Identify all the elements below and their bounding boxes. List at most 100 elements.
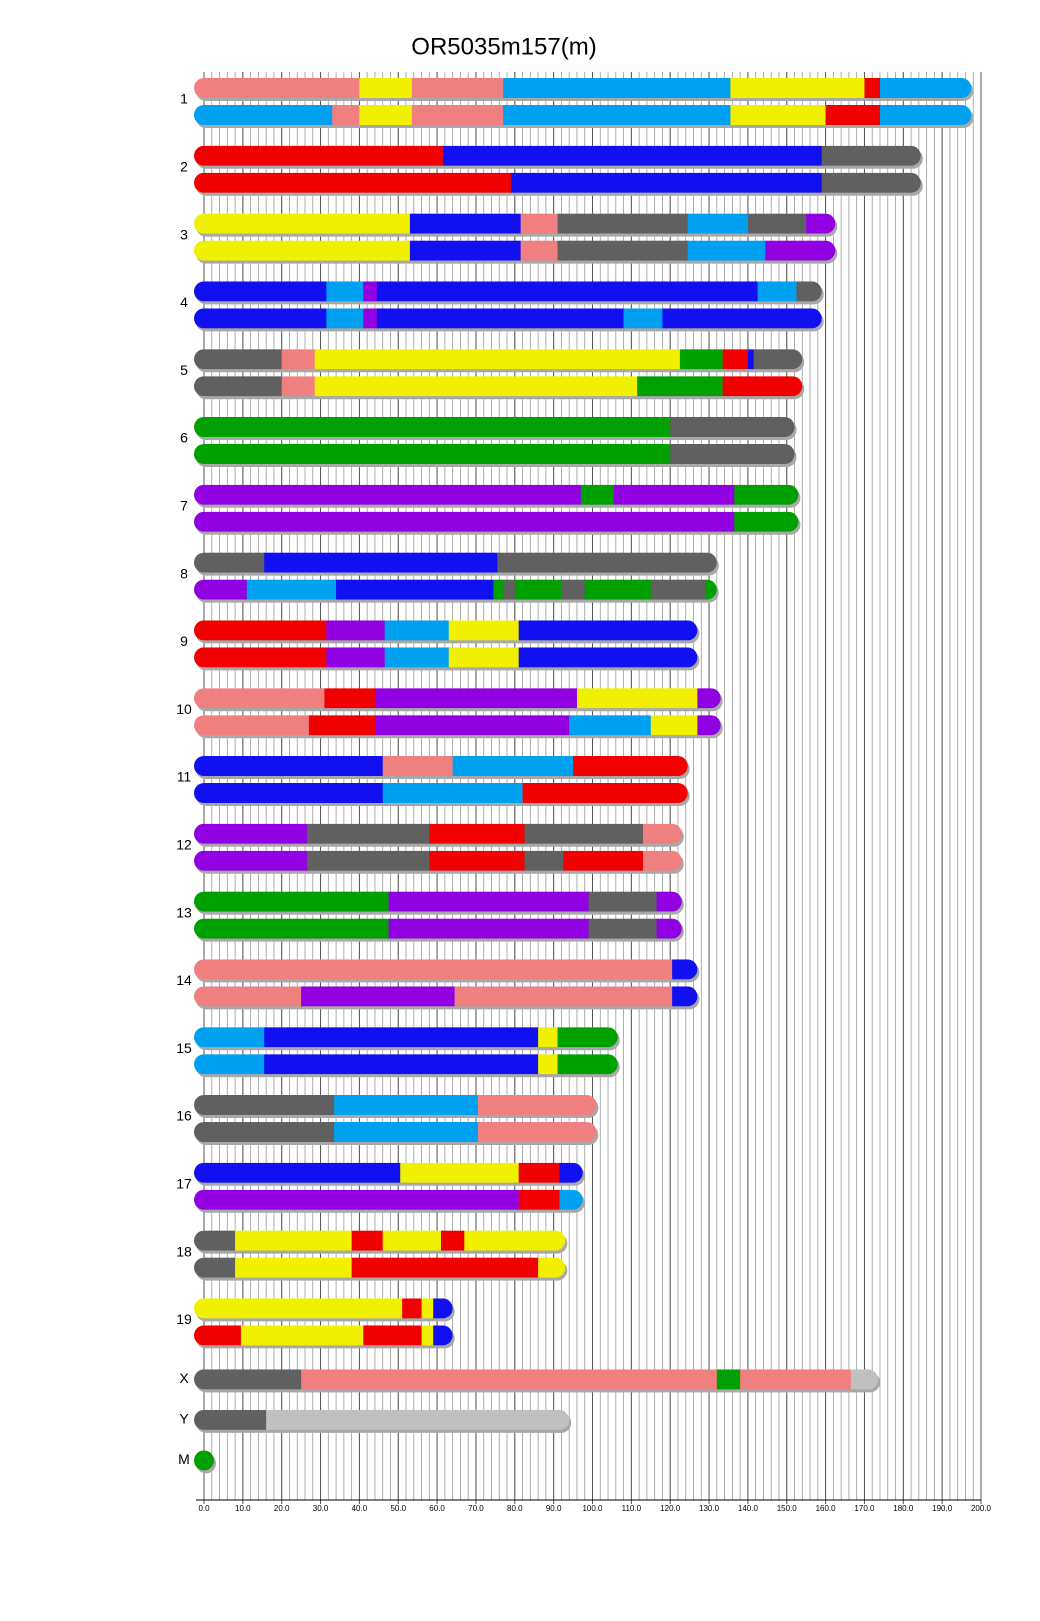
- chromosome-label: M: [178, 1451, 190, 1467]
- x-tick-label: 30.0: [313, 1504, 329, 1513]
- segment: [359, 105, 413, 125]
- segment: [559, 1189, 583, 1210]
- segments: [194, 1230, 566, 1251]
- segment: [510, 172, 823, 193]
- haplotype: [194, 1054, 620, 1078]
- segment: [194, 1298, 403, 1319]
- segment: [324, 688, 376, 709]
- segment: [637, 376, 724, 397]
- x-tick-label: 70.0: [468, 1504, 484, 1513]
- segment: [747, 213, 807, 234]
- segment: [588, 891, 658, 912]
- haplotype: [194, 688, 723, 712]
- haplotype: [194, 620, 700, 644]
- chromosome-label: 1: [180, 91, 188, 107]
- chromosome-label: 5: [180, 362, 188, 378]
- segments: [194, 511, 799, 532]
- segments: [194, 1162, 583, 1183]
- segment: [246, 579, 337, 600]
- chromosome-label: 8: [180, 565, 188, 581]
- segment: [672, 986, 698, 1007]
- segment: [559, 1162, 583, 1183]
- segment: [821, 172, 921, 193]
- chromosome-label: 10: [176, 701, 192, 717]
- haplotype: [194, 1027, 620, 1051]
- segments: [194, 620, 698, 641]
- segment: [194, 783, 384, 803]
- segment: [194, 1450, 214, 1471]
- segment: [194, 986, 302, 1007]
- segments: [194, 281, 822, 302]
- x-tick-label: 140.0: [738, 1504, 759, 1513]
- segment: [687, 240, 766, 261]
- chromosome-label: 3: [180, 226, 188, 242]
- haplotype: [194, 1230, 568, 1254]
- segment: [314, 376, 638, 397]
- segment: [734, 511, 799, 532]
- segment: [656, 891, 682, 912]
- segment: [194, 213, 411, 234]
- chromosome-label: 9: [180, 633, 188, 649]
- segments: [194, 417, 795, 437]
- segment: [359, 78, 413, 98]
- segment: [194, 511, 735, 532]
- segments: [194, 105, 972, 125]
- x-tick-label: 0.0: [198, 1504, 210, 1513]
- haplotype: [194, 105, 974, 128]
- segment: [194, 1122, 335, 1142]
- x-tick-label: 100.0: [582, 1504, 603, 1513]
- x-tick-label: 110.0: [622, 1504, 642, 1513]
- segments: [194, 552, 717, 573]
- segment: [879, 78, 972, 98]
- segment: [747, 349, 755, 370]
- segments: [194, 1027, 618, 1048]
- segment: [351, 1257, 539, 1278]
- chromosome-label: 19: [176, 1311, 192, 1327]
- x-tick-label: 130.0: [699, 1504, 720, 1513]
- haplotype: [194, 918, 684, 942]
- chromosome-label: 16: [176, 1108, 192, 1124]
- segment: [334, 1122, 479, 1142]
- x-tick-label: 200.0: [971, 1504, 992, 1513]
- segment: [538, 1054, 558, 1075]
- segment: [806, 213, 836, 234]
- segment: [374, 715, 570, 736]
- segments: [194, 823, 682, 844]
- segment: [194, 620, 327, 641]
- segment: [584, 579, 652, 600]
- segment: [722, 376, 803, 397]
- segment: [194, 552, 265, 573]
- segment: [821, 145, 921, 166]
- haplotype: [194, 1189, 585, 1213]
- segment: [613, 484, 735, 505]
- segments: [194, 1257, 566, 1278]
- segment: [716, 1369, 741, 1390]
- segment: [194, 918, 389, 939]
- haplotype: [194, 213, 838, 237]
- segment: [194, 715, 310, 736]
- haplotype: [194, 715, 723, 739]
- segment: [194, 850, 308, 871]
- segment: [421, 1298, 434, 1319]
- segment: [194, 78, 360, 98]
- segment: [194, 484, 582, 505]
- segments: [194, 1095, 597, 1115]
- chromosome-label: 15: [176, 1040, 192, 1056]
- segment: [650, 579, 706, 600]
- haplotype: [194, 349, 805, 373]
- segment: [740, 1369, 852, 1390]
- segment: [493, 579, 504, 600]
- segment: [730, 78, 865, 98]
- x-tick-label: 90.0: [546, 1504, 562, 1513]
- chromosome-label: 6: [180, 430, 188, 446]
- segment: [442, 145, 823, 166]
- segment: [194, 756, 384, 776]
- haplotype: [194, 579, 719, 603]
- segment: [448, 620, 520, 641]
- haplotype: [194, 552, 719, 576]
- segment: [440, 1230, 465, 1251]
- segment: [194, 145, 444, 166]
- x-tick-label: 40.0: [352, 1504, 368, 1513]
- chromosome-label: 7: [180, 498, 188, 514]
- segment: [363, 281, 378, 302]
